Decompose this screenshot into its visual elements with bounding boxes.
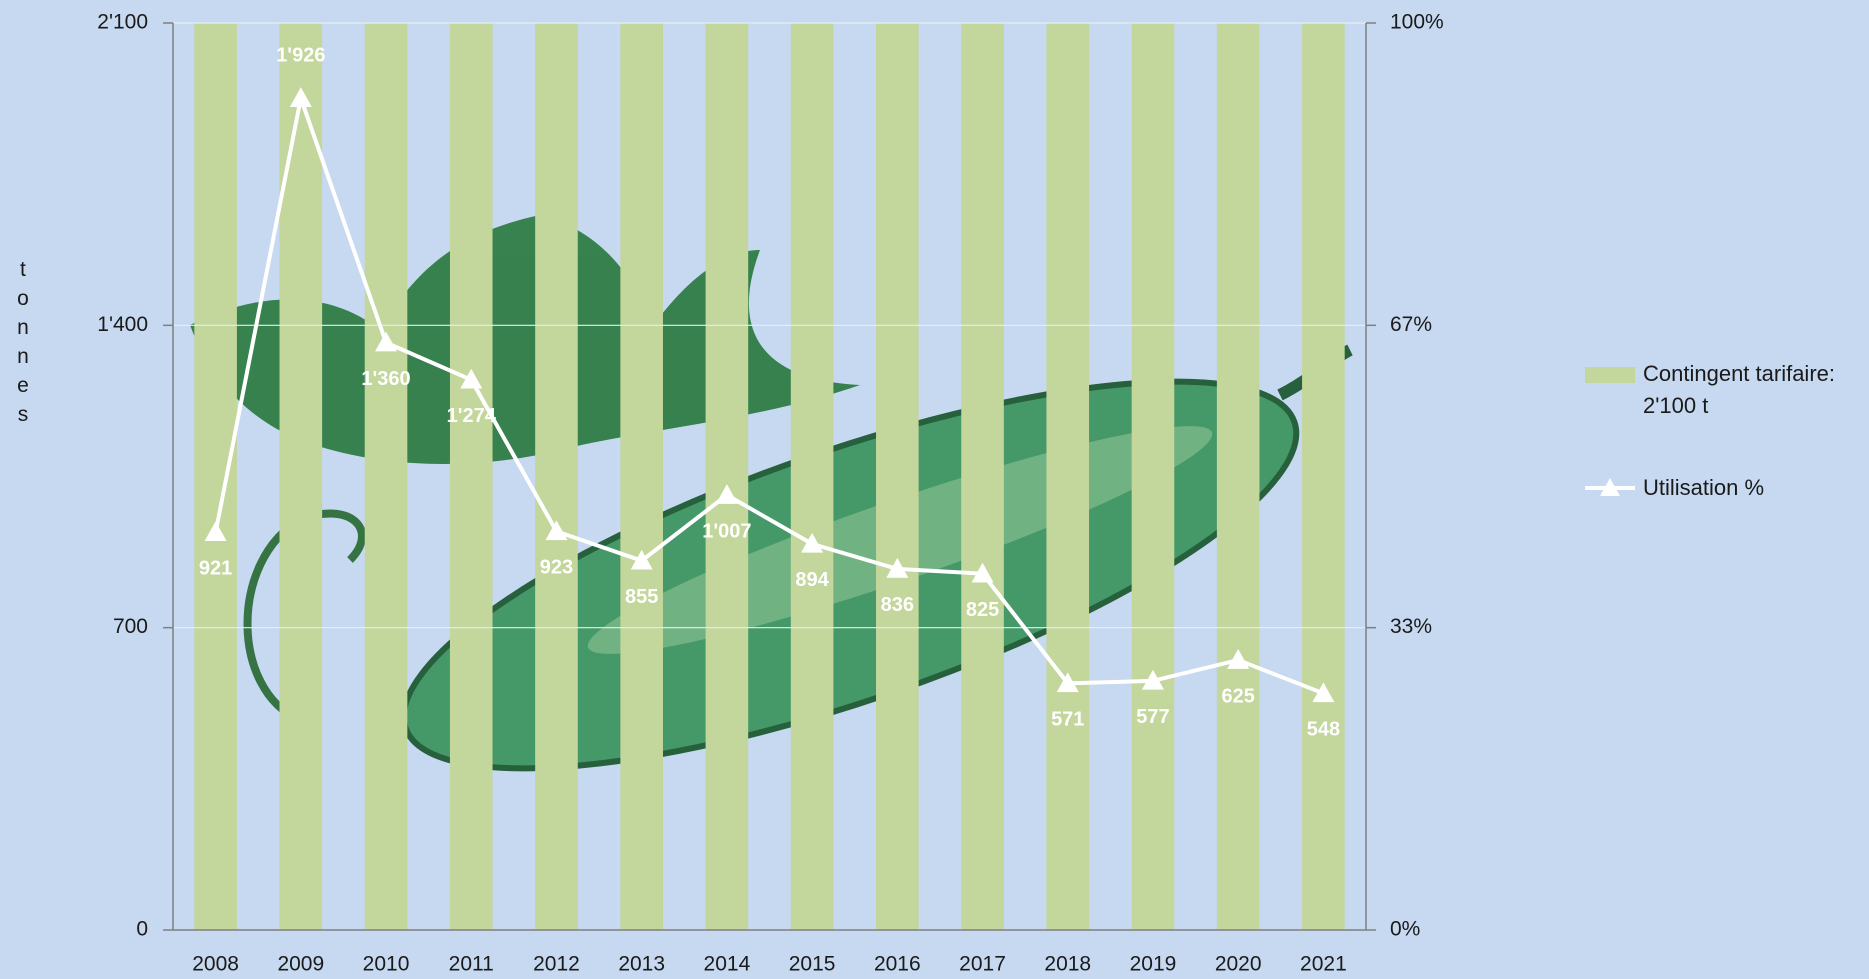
data-label: 836 [881,594,914,616]
y-tick-label: 2'100 [97,11,148,34]
bar [961,23,1004,930]
legend-label: Utilisation % [1643,472,1869,504]
x-tick-label: 2016 [874,953,921,976]
x-tick-label: 2019 [1130,953,1177,976]
data-label: 1'274 [447,405,497,427]
data-label: 571 [1051,709,1084,731]
data-label: 1'360 [361,368,410,390]
data-label: 923 [540,557,573,579]
data-label: 855 [625,586,658,608]
bar [365,23,408,930]
x-tick-label: 2014 [704,953,751,976]
y-tick-label: 1'400 [97,313,148,336]
y2-tick-label: 0% [1390,918,1420,941]
bar [1046,23,1089,930]
data-label: 825 [966,599,999,621]
bar [1132,23,1175,930]
y2-tick-label: 67% [1390,313,1432,336]
x-tick-label: 2009 [277,953,324,976]
y2-tick-label: 100% [1390,11,1444,34]
bar [535,23,578,930]
data-label: 894 [795,569,829,591]
bar [791,23,834,930]
x-tick-label: 2015 [789,953,836,976]
bar [280,23,323,930]
bar [450,23,493,930]
legend-swatch [1585,367,1635,383]
x-tick-label: 2017 [959,953,1006,976]
y-axis-title: tonnes [11,258,34,432]
data-label: 1'007 [702,520,751,542]
bar [194,23,237,930]
y-tick-label: 700 [113,615,148,638]
x-tick-label: 2013 [618,953,665,976]
page: {"chart_data": { "type": "bar", "ylabel"… [0,0,1869,979]
bar [876,23,919,930]
x-tick-label: 2008 [192,953,239,976]
x-tick-label: 2021 [1300,953,1347,976]
x-tick-label: 2012 [533,953,580,976]
data-label: 921 [199,557,232,579]
y2-tick-label: 33% [1390,615,1432,638]
chart: tonnes 0 700 1'400 2'100 0% 33% 67% 100% 2008 200… [0,0,1869,979]
bar [620,23,663,930]
x-tick-label: 2018 [1044,953,1091,976]
x-tick-label: 2020 [1215,953,1262,976]
legend-label: Contingent tarifaire: 2'100 t [1643,358,1869,422]
data-label: 548 [1307,719,1340,741]
cucumber-illustration [190,215,1350,846]
x-tick-label: 2010 [363,953,410,976]
data-label: 625 [1221,685,1254,707]
x-tick-label: 2011 [449,953,494,976]
data-label: 1'926 [276,44,325,66]
bar [706,23,749,930]
y-tick-label: 0 [136,918,148,941]
bar [1217,23,1260,930]
bar [1302,23,1345,930]
data-label: 577 [1136,706,1169,728]
